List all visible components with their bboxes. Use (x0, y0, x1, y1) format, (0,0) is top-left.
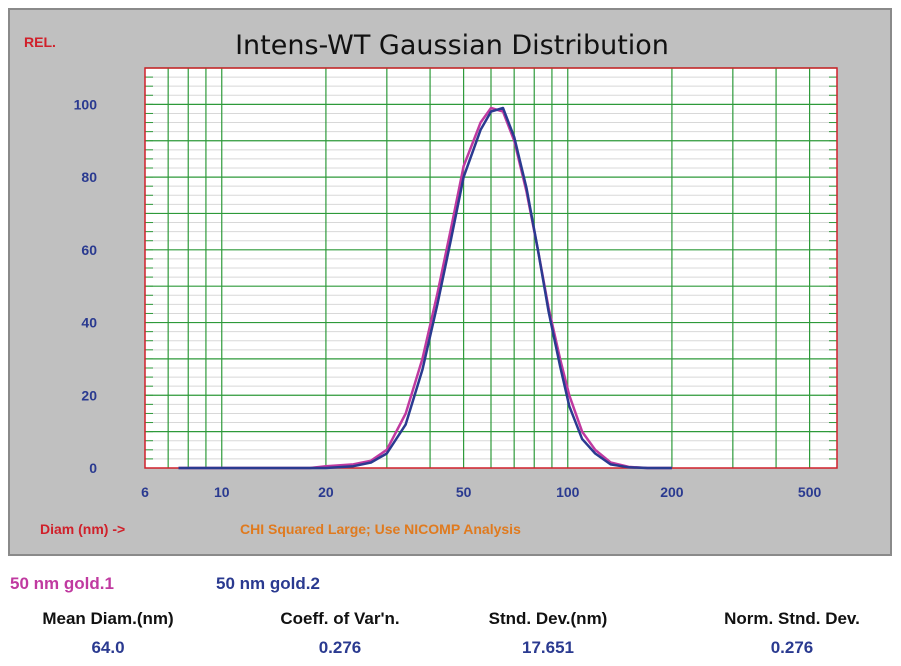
x-tick-label: 500 (798, 484, 822, 500)
x-tick-label: 200 (660, 484, 684, 500)
x-tick-label: 6 (141, 484, 149, 500)
y-tick-label: 40 (81, 315, 97, 331)
chart-annotation: CHI Squared Large; Use NICOMP Analysis (240, 521, 521, 537)
y-tick-label: 100 (74, 96, 98, 112)
stat-value-coeff-var: 0.276 (318, 638, 362, 657)
plot-frame (144, 67, 838, 469)
legend-item-series-1: 50 nm gold.1 (10, 574, 114, 593)
legend-item-series-2: 50 nm gold.2 (216, 574, 320, 593)
stat-value-norm-stnd-dev: 0.276 (770, 638, 814, 657)
stat-value-mean-diam: 64.0 (91, 638, 125, 657)
y-tick-label: 0 (89, 460, 97, 476)
x-axis-label: Diam (nm) -> (40, 521, 126, 537)
series-line-2 (178, 106, 672, 470)
x-tick-label: 50 (456, 484, 472, 500)
y-axis-label: REL. (24, 34, 56, 50)
x-tick-label: 20 (318, 484, 334, 500)
y-tick-label: 20 (81, 387, 97, 403)
stat-label-stnd-dev: Stnd. Dev.(nm) (488, 609, 608, 628)
y-tick-label: 80 (81, 169, 97, 185)
stat-label-mean-diam: Mean Diam.(nm) (42, 609, 174, 628)
x-tick-label: 100 (556, 484, 580, 500)
stat-value-stnd-dev: 17.651 (522, 638, 574, 657)
chart-svg: 0 20 40 60 80 100 6 10 20 50 100 200 500 (74, 67, 838, 500)
x-tick-label: 10 (214, 484, 230, 500)
y-tick-label: 60 (81, 242, 97, 258)
chart-title: Intens-WT Gaussian Distribution (235, 30, 669, 61)
chart-panel: 0 20 40 60 80 100 6 10 20 50 100 200 500 REL. Intens… (8, 8, 892, 556)
stat-label-coeff-var: Coeff. of Var'n. (280, 609, 400, 628)
stat-label-norm-stnd-dev: Norm. Stnd. Dev. (724, 609, 860, 628)
